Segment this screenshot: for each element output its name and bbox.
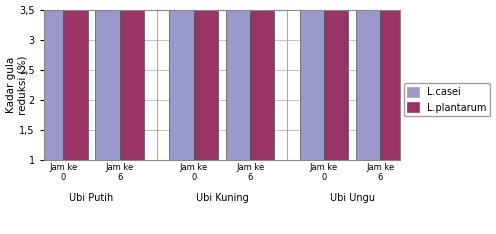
Bar bbox=[226, 0, 250, 160]
Bar bbox=[380, 0, 405, 160]
Bar bbox=[356, 0, 380, 160]
Bar bbox=[96, 0, 120, 160]
Text: Ubi Ungu: Ubi Ungu bbox=[330, 193, 374, 203]
Bar bbox=[324, 0, 348, 160]
Bar bbox=[39, 0, 63, 160]
Y-axis label: Kadar gula
reduksi (%): Kadar gula reduksi (%) bbox=[5, 55, 27, 115]
Bar bbox=[250, 0, 274, 160]
Bar bbox=[169, 0, 193, 160]
Legend: L.casei, L.plantarum: L.casei, L.plantarum bbox=[404, 83, 490, 117]
Bar bbox=[63, 0, 88, 160]
Bar bbox=[120, 0, 144, 160]
Text: Ubi Kuning: Ubi Kuning bbox=[195, 193, 248, 203]
Bar bbox=[300, 0, 324, 160]
Bar bbox=[193, 0, 218, 160]
Text: Ubi Putih: Ubi Putih bbox=[69, 193, 114, 203]
